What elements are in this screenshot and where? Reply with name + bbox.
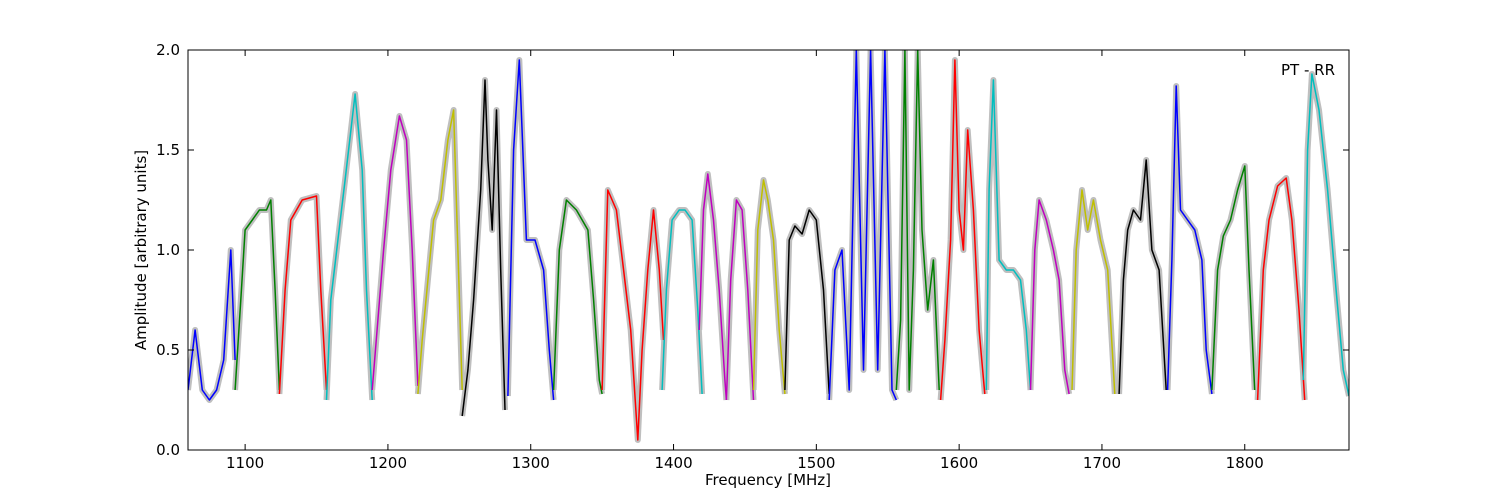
- raw-band-17: [937, 57, 988, 401]
- raw-band-4: [369, 113, 421, 391]
- axis-ticks: 1100 1200 1300 1400 1500 1600 1700 1800 0.0 0.5 1.…: [156, 41, 1349, 472]
- raw-band-14: [781, 207, 833, 395]
- band-line-12: [725, 199, 755, 401]
- band-line-18: [985, 79, 1032, 391]
- y-tick-label: 0.0: [156, 441, 180, 459]
- band-line-1: [234, 199, 281, 391]
- x-tick-label: 1600: [940, 454, 978, 472]
- band-line-15: [828, 50, 897, 401]
- band-line-4: [371, 115, 419, 391]
- x-axis-label: Frequency [MHz]: [705, 471, 831, 489]
- x-tick-label: 1100: [226, 454, 264, 472]
- x-tick-label: 1400: [654, 454, 692, 472]
- band-line-13: [752, 179, 786, 395]
- band-line-23: [1211, 165, 1256, 391]
- band-line-9: [601, 189, 665, 441]
- band-line-0: [188, 249, 236, 401]
- y-tick-label: 1.5: [156, 141, 180, 159]
- raw-band-22: [1164, 83, 1215, 395]
- raw-band-10: [659, 207, 706, 395]
- band-line-7: [507, 59, 555, 401]
- x-tick-label: 1700: [1083, 454, 1121, 472]
- band-line-5: [417, 109, 463, 395]
- x-tick-label: 1300: [512, 454, 550, 472]
- band-line-20: [1071, 189, 1116, 395]
- raw-band-18: [983, 77, 1034, 391]
- panel-annotation: PT - RR: [1281, 61, 1335, 79]
- x-tick-label: 1500: [797, 454, 835, 472]
- spectral-bands-layer: [188, 50, 1349, 441]
- x-tick-label: 1800: [1226, 454, 1264, 472]
- band-line-21: [1118, 159, 1167, 395]
- y-tick-label: 1.0: [156, 241, 180, 259]
- band-line-6: [461, 79, 506, 417]
- band-line-25: [1302, 73, 1349, 397]
- x-tick-label: 1200: [369, 454, 407, 472]
- band-line-3: [325, 93, 373, 401]
- band-line-17: [939, 59, 986, 401]
- band-line-16: [895, 50, 940, 391]
- raw-band-0: [188, 247, 239, 403]
- band-line-22: [1166, 85, 1213, 395]
- band-line-10: [661, 209, 703, 395]
- band-line-24: [1256, 177, 1306, 401]
- y-tick-label: 0.5: [156, 341, 180, 359]
- raw-band-7: [504, 57, 557, 401]
- band-line-2: [278, 195, 328, 395]
- raw-band-25: [1300, 71, 1349, 397]
- band-line-14: [784, 209, 830, 395]
- band-line-8: [552, 199, 603, 395]
- y-axis-label: Amplitude [arbitrary units]: [132, 150, 150, 350]
- raw-band-9: [599, 187, 667, 443]
- raw-band-23: [1208, 163, 1258, 391]
- raw-band-2: [276, 193, 330, 395]
- raw-band-8: [550, 197, 606, 395]
- band-line-11: [698, 173, 728, 401]
- band-line-19: [1029, 199, 1070, 395]
- y-tick-label: 2.0: [156, 41, 180, 59]
- raw-spectrum-layer: [188, 50, 1349, 443]
